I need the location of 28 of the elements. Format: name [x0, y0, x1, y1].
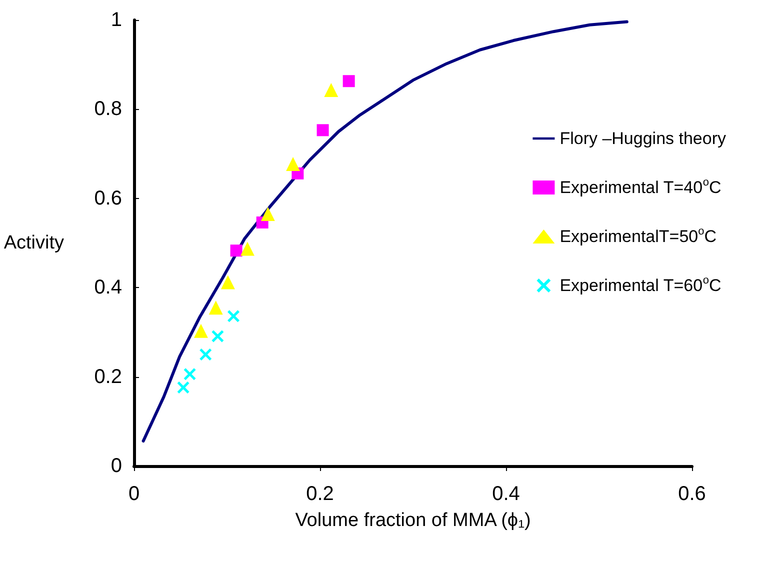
y-tick-label: 0.2: [94, 366, 122, 388]
point: [228, 310, 240, 322]
point: [316, 124, 329, 136]
x-axis-title: Volume fraction of MMA (ϕ₁): [295, 510, 531, 531]
y-axis-title: Activity: [4, 232, 64, 254]
point: [324, 83, 338, 98]
legend-label: Flory –Huggins theory: [560, 129, 726, 148]
point: [220, 275, 235, 290]
y-tick-label: 0.4: [94, 276, 122, 299]
point: [177, 382, 190, 394]
point: [342, 75, 355, 88]
point: [260, 207, 275, 222]
point: [286, 157, 300, 172]
point: [184, 368, 196, 380]
y-tick-label: 1: [110, 9, 122, 31]
x-tick-label: 0.4: [492, 483, 520, 505]
x-tick-label: 0.2: [306, 483, 334, 505]
point: [230, 244, 242, 257]
y-tick-label: 0.8: [94, 98, 122, 120]
point: [240, 242, 254, 256]
point: [212, 330, 224, 342]
x-tick-label: 0: [128, 483, 140, 505]
point: [208, 300, 223, 315]
point: [194, 324, 208, 338]
point: [200, 348, 212, 360]
x-tick-label: 0.6: [678, 483, 706, 505]
y-tick-label: 0: [110, 455, 122, 477]
y-tick-label: 0.6: [94, 187, 122, 210]
